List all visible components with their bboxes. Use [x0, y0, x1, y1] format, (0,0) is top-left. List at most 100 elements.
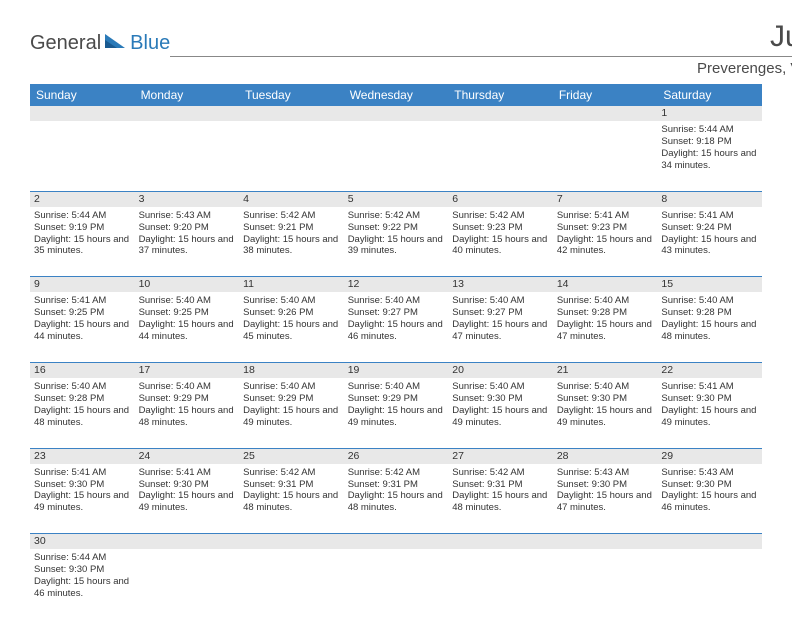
daylight-line: Daylight: 15 hours and 49 minutes. [452, 405, 549, 429]
day-cell [135, 121, 240, 191]
week-row: Sunrise: 5:44 AMSunset: 9:30 PMDaylight:… [30, 549, 762, 619]
day-cell-content: Sunrise: 5:42 AMSunset: 9:31 PMDaylight:… [452, 466, 549, 515]
day-cell: Sunrise: 5:42 AMSunset: 9:31 PMDaylight:… [448, 464, 553, 534]
sunrise-line: Sunrise: 5:40 AM [452, 295, 549, 307]
day-number [135, 534, 240, 550]
daylight-line: Daylight: 15 hours and 46 minutes. [661, 490, 758, 514]
day-cell: Sunrise: 5:40 AMSunset: 9:30 PMDaylight:… [553, 378, 658, 448]
sunset-line: Sunset: 9:30 PM [557, 479, 654, 491]
day-cell: Sunrise: 5:44 AMSunset: 9:30 PMDaylight:… [30, 549, 135, 619]
day-cell-content: Sunrise: 5:40 AMSunset: 9:26 PMDaylight:… [243, 294, 340, 343]
sunset-line: Sunset: 9:27 PM [348, 307, 445, 319]
sunset-line: Sunset: 9:30 PM [661, 479, 758, 491]
sunset-line: Sunset: 9:18 PM [661, 136, 758, 148]
daylight-line: Daylight: 15 hours and 49 minutes. [557, 405, 654, 429]
sunrise-line: Sunrise: 5:40 AM [557, 295, 654, 307]
day-header: Wednesday [344, 84, 449, 106]
day-cell [448, 121, 553, 191]
day-cell-content: Sunrise: 5:43 AMSunset: 9:30 PMDaylight:… [557, 466, 654, 515]
sunset-line: Sunset: 9:25 PM [34, 307, 131, 319]
sunrise-line: Sunrise: 5:42 AM [243, 210, 340, 222]
sunrise-line: Sunrise: 5:43 AM [661, 467, 758, 479]
day-number-row: 30 [30, 534, 762, 550]
day-cell: Sunrise: 5:42 AMSunset: 9:21 PMDaylight:… [239, 207, 344, 277]
day-number: 12 [344, 277, 449, 293]
flag-icon [105, 32, 127, 55]
daylight-line: Daylight: 15 hours and 48 minutes. [661, 319, 758, 343]
daylight-line: Daylight: 15 hours and 44 minutes. [34, 319, 131, 343]
day-cell-content: Sunrise: 5:40 AMSunset: 9:30 PMDaylight:… [452, 380, 549, 429]
sunset-line: Sunset: 9:29 PM [243, 393, 340, 405]
sunset-line: Sunset: 9:23 PM [452, 222, 549, 234]
day-cell: Sunrise: 5:40 AMSunset: 9:29 PMDaylight:… [344, 378, 449, 448]
day-header: Thursday [448, 84, 553, 106]
sunset-line: Sunset: 9:27 PM [452, 307, 549, 319]
sunrise-line: Sunrise: 5:40 AM [139, 381, 236, 393]
day-cell: Sunrise: 5:42 AMSunset: 9:31 PMDaylight:… [239, 464, 344, 534]
sunrise-line: Sunrise: 5:41 AM [557, 210, 654, 222]
week-row: Sunrise: 5:44 AMSunset: 9:18 PMDaylight:… [30, 121, 762, 191]
day-number: 30 [30, 534, 135, 550]
day-header: Friday [553, 84, 658, 106]
logo: General Blue [30, 20, 170, 55]
daylight-line: Daylight: 15 hours and 47 minutes. [557, 490, 654, 514]
day-cell [239, 121, 344, 191]
sunrise-line: Sunrise: 5:40 AM [452, 381, 549, 393]
day-cell: Sunrise: 5:44 AMSunset: 9:18 PMDaylight:… [657, 121, 762, 191]
day-cell-content: Sunrise: 5:40 AMSunset: 9:29 PMDaylight:… [348, 380, 445, 429]
day-number [30, 106, 135, 121]
title-block: June 2024 Preverenges, Vaud, Switzerland [170, 20, 792, 78]
daylight-line: Daylight: 15 hours and 44 minutes. [139, 319, 236, 343]
day-number: 24 [135, 448, 240, 464]
day-number: 16 [30, 362, 135, 378]
day-number [344, 106, 449, 121]
daylight-line: Daylight: 15 hours and 48 minutes. [243, 490, 340, 514]
day-number-row: 16171819202122 [30, 362, 762, 378]
day-number: 25 [239, 448, 344, 464]
day-cell-content: Sunrise: 5:43 AMSunset: 9:20 PMDaylight:… [139, 209, 236, 258]
day-number: 22 [657, 362, 762, 378]
day-cell-content: Sunrise: 5:42 AMSunset: 9:23 PMDaylight:… [452, 209, 549, 258]
sunset-line: Sunset: 9:30 PM [34, 479, 131, 491]
day-cell-content: Sunrise: 5:40 AMSunset: 9:25 PMDaylight:… [139, 294, 236, 343]
day-cell: Sunrise: 5:40 AMSunset: 9:26 PMDaylight:… [239, 292, 344, 362]
daylight-line: Daylight: 15 hours and 47 minutes. [452, 319, 549, 343]
sunrise-line: Sunrise: 5:42 AM [452, 210, 549, 222]
sunrise-line: Sunrise: 5:41 AM [34, 467, 131, 479]
day-cell: Sunrise: 5:41 AMSunset: 9:24 PMDaylight:… [657, 207, 762, 277]
day-cell-content: Sunrise: 5:42 AMSunset: 9:22 PMDaylight:… [348, 209, 445, 258]
sunset-line: Sunset: 9:28 PM [557, 307, 654, 319]
day-cell: Sunrise: 5:43 AMSunset: 9:30 PMDaylight:… [657, 464, 762, 534]
week-row: Sunrise: 5:41 AMSunset: 9:25 PMDaylight:… [30, 292, 762, 362]
logo-text-blue: Blue [130, 32, 170, 55]
sunrise-line: Sunrise: 5:43 AM [139, 210, 236, 222]
day-number: 26 [344, 448, 449, 464]
day-number: 18 [239, 362, 344, 378]
daylight-line: Daylight: 15 hours and 48 minutes. [348, 490, 445, 514]
day-cell: Sunrise: 5:40 AMSunset: 9:27 PMDaylight:… [448, 292, 553, 362]
day-cell-content: Sunrise: 5:41 AMSunset: 9:24 PMDaylight:… [661, 209, 758, 258]
day-cell [553, 121, 658, 191]
day-number [657, 534, 762, 550]
day-cell-content: Sunrise: 5:40 AMSunset: 9:27 PMDaylight:… [348, 294, 445, 343]
day-cell [448, 549, 553, 619]
day-cell-content: Sunrise: 5:40 AMSunset: 9:28 PMDaylight:… [661, 294, 758, 343]
day-cell-content: Sunrise: 5:41 AMSunset: 9:30 PMDaylight:… [139, 466, 236, 515]
day-number [448, 534, 553, 550]
daylight-line: Daylight: 15 hours and 45 minutes. [243, 319, 340, 343]
day-number-row: 9101112131415 [30, 277, 762, 293]
day-number [239, 534, 344, 550]
day-cell: Sunrise: 5:42 AMSunset: 9:22 PMDaylight:… [344, 207, 449, 277]
day-cell-content: Sunrise: 5:43 AMSunset: 9:30 PMDaylight:… [661, 466, 758, 515]
day-cell: Sunrise: 5:43 AMSunset: 9:30 PMDaylight:… [553, 464, 658, 534]
sunset-line: Sunset: 9:19 PM [34, 222, 131, 234]
sunrise-line: Sunrise: 5:42 AM [348, 467, 445, 479]
day-cell-content: Sunrise: 5:40 AMSunset: 9:30 PMDaylight:… [557, 380, 654, 429]
day-cell: Sunrise: 5:40 AMSunset: 9:28 PMDaylight:… [657, 292, 762, 362]
day-cell: Sunrise: 5:42 AMSunset: 9:23 PMDaylight:… [448, 207, 553, 277]
day-header: Monday [135, 84, 240, 106]
daylight-line: Daylight: 15 hours and 34 minutes. [661, 148, 758, 172]
day-cell-content: Sunrise: 5:42 AMSunset: 9:31 PMDaylight:… [348, 466, 445, 515]
sunrise-line: Sunrise: 5:42 AM [243, 467, 340, 479]
sunrise-line: Sunrise: 5:44 AM [34, 210, 131, 222]
